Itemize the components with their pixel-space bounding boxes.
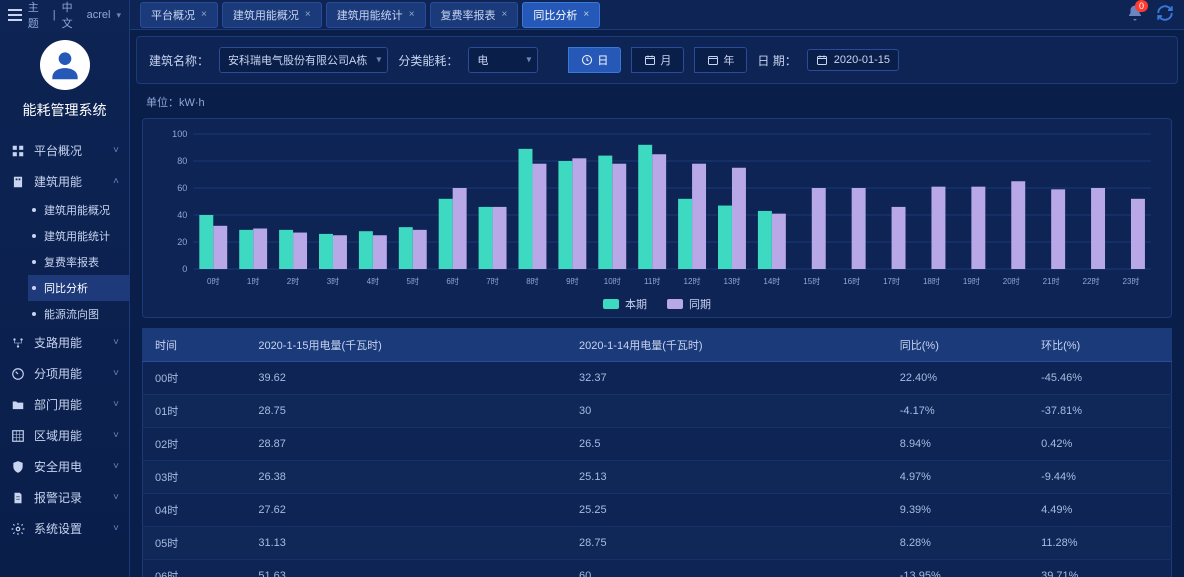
svg-text:21时: 21时 — [1043, 276, 1060, 286]
sidebar-item-5[interactable]: 区域用能˅ — [0, 420, 129, 451]
building-select[interactable]: 安科瑞电气股份有限公司A栋 — [219, 47, 388, 73]
period-month-button[interactable]: 月 — [631, 47, 684, 73]
svg-text:80: 80 — [177, 156, 187, 166]
sidebar-item-1[interactable]: 建筑用能˄ — [0, 166, 129, 197]
table-row: 04时27.6225.259.39%4.49% — [143, 494, 1172, 527]
category-label: 分类能耗： — [398, 52, 458, 69]
table-header: 同比(%) — [888, 329, 1029, 362]
sidebar-subitem-1-1[interactable]: 建筑用能统计 — [28, 223, 129, 249]
svg-text:9时: 9时 — [566, 276, 579, 286]
sidebar-item-6[interactable]: 安全用电˅ — [0, 451, 129, 482]
notification-badge: 0 — [1135, 0, 1148, 12]
tab-1[interactable]: 建筑用能概况× — [222, 2, 322, 28]
close-icon[interactable]: × — [201, 9, 207, 20]
building-icon — [10, 174, 26, 190]
sidebar-subitem-1-4[interactable]: 能源流向图 — [28, 301, 129, 327]
table-row: 06时51.6360-13.95%39.71% — [143, 560, 1172, 577]
tab-2[interactable]: 建筑用能统计× — [326, 2, 426, 28]
theme-label: 主题 — [28, 0, 47, 31]
legend-item: 同期 — [667, 296, 711, 312]
table-row: 03时26.3825.134.97%-9.44% — [143, 461, 1172, 494]
svg-text:18时: 18时 — [923, 276, 940, 286]
sidebar-item-8[interactable]: 系统设置˅ — [0, 513, 129, 544]
table-header: 2020-1-14用电量(千瓦时) — [567, 329, 888, 362]
close-icon[interactable]: × — [305, 9, 311, 20]
user-label[interactable]: acrel — [87, 9, 111, 21]
system-name: 能耗管理系统 — [23, 100, 107, 120]
svg-text:40: 40 — [177, 210, 187, 220]
date-picker[interactable]: 2020-01-15 — [807, 49, 899, 71]
svg-text:20: 20 — [177, 237, 187, 247]
svg-text:3时: 3时 — [327, 276, 340, 286]
comparison-chart: 0 20 40 60 80 100 0时 1时 2时 3时 4时 5时 6时 7时 8时 9时 10时 11时 12… — [142, 118, 1172, 318]
table-row: 02时28.8726.58.94%0.42% — [143, 428, 1172, 461]
sidebar-item-2[interactable]: 支路用能˅ — [0, 327, 129, 358]
sidebar-item-7[interactable]: 报警记录˅ — [0, 482, 129, 513]
close-icon[interactable]: × — [409, 9, 415, 20]
svg-text:6时: 6时 — [446, 276, 459, 286]
menu-toggle[interactable] — [8, 9, 22, 21]
period-year-button[interactable]: 年 — [694, 47, 747, 73]
branch-icon — [10, 335, 26, 351]
svg-text:0时: 0时 — [207, 276, 220, 286]
sidebar-item-4[interactable]: 部门用能˅ — [0, 389, 129, 420]
sidebar-subitem-1-2[interactable]: 复费率报表 — [28, 249, 129, 275]
unit-label: 单位：kW·h — [142, 90, 1172, 118]
svg-text:20时: 20时 — [1003, 276, 1020, 286]
svg-text:100: 100 — [172, 129, 187, 139]
svg-text:12时: 12时 — [684, 276, 701, 286]
svg-text:15时: 15时 — [803, 276, 820, 286]
legend-item: 本期 — [603, 296, 647, 312]
lang-label[interactable]: 中文 — [62, 0, 81, 31]
data-table: 时间2020-1-15用电量(千瓦时)2020-1-14用电量(千瓦时)同比(%… — [142, 328, 1172, 577]
tab-4[interactable]: 同比分析× — [522, 2, 600, 28]
svg-text:22时: 22时 — [1083, 276, 1100, 286]
table-row: 01时28.7530-4.17%-37.81% — [143, 395, 1172, 428]
close-icon[interactable]: × — [502, 9, 508, 20]
date-label: 日 期： — [757, 52, 796, 69]
folder-icon — [10, 397, 26, 413]
table-header: 2020-1-15用电量(千瓦时) — [246, 329, 567, 362]
table-row: 05时31.1328.758.28%11.28% — [143, 527, 1172, 560]
svg-text:4时: 4时 — [367, 276, 380, 286]
svg-text:7时: 7时 — [486, 276, 499, 286]
avatar — [40, 40, 90, 90]
svg-text:5时: 5时 — [407, 276, 420, 286]
close-icon[interactable]: × — [583, 9, 589, 20]
svg-text:14时: 14时 — [763, 276, 780, 286]
shield-icon — [10, 459, 26, 475]
svg-text:1时: 1时 — [247, 276, 260, 286]
sidebar-item-3[interactable]: 分项用能˅ — [0, 358, 129, 389]
tab-0[interactable]: 平台概况× — [140, 2, 218, 28]
svg-text:19时: 19时 — [963, 276, 980, 286]
svg-text:11时: 11时 — [644, 276, 660, 286]
svg-text:8时: 8时 — [526, 276, 539, 286]
refresh-icon[interactable] — [1156, 4, 1174, 25]
sidebar-subitem-1-0[interactable]: 建筑用能概况 — [28, 197, 129, 223]
settings-icon — [10, 521, 26, 537]
sidebar-subitem-1-3[interactable]: 同比分析 — [28, 275, 129, 301]
tab-3[interactable]: 复费率报表× — [430, 2, 519, 28]
svg-text:13时: 13时 — [723, 276, 740, 286]
period-day-button[interactable]: 日 — [568, 47, 621, 73]
table-header: 时间 — [143, 329, 247, 362]
table-header: 环比(%) — [1029, 329, 1171, 362]
svg-text:17时: 17时 — [883, 276, 900, 286]
building-label: 建筑名称： — [149, 52, 209, 69]
notification-bell-icon[interactable]: 0 — [1126, 4, 1144, 25]
sidebar-item-0[interactable]: 平台概况˅ — [0, 135, 129, 166]
dashboard-icon — [10, 143, 26, 159]
svg-text:60: 60 — [177, 183, 187, 193]
gauge-icon — [10, 366, 26, 382]
doc-icon — [10, 490, 26, 506]
grid-icon — [10, 428, 26, 444]
svg-text:10时: 10时 — [604, 276, 621, 286]
svg-text:0: 0 — [182, 264, 187, 274]
svg-text:16时: 16时 — [843, 276, 860, 286]
category-select[interactable]: 电 — [468, 47, 538, 73]
svg-text:2时: 2时 — [287, 276, 300, 286]
table-row: 00时39.6232.3722.40%-45.46% — [143, 362, 1172, 395]
svg-text:23时: 23时 — [1122, 276, 1139, 286]
